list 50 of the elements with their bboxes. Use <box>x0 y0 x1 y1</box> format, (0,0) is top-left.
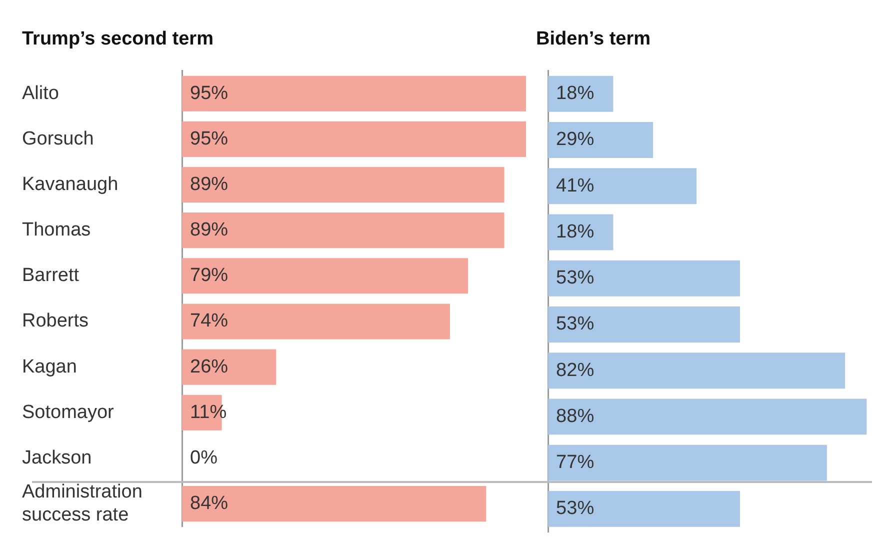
bar <box>182 212 504 248</box>
data-label: 18% <box>556 221 594 242</box>
data-label: 26% <box>190 356 228 378</box>
data-label: 53% <box>556 498 594 520</box>
bar <box>182 304 450 340</box>
data-label: 11% <box>190 402 227 423</box>
y-tick-label: Gorsuch <box>22 128 94 150</box>
bar <box>182 76 526 112</box>
bar <box>548 168 697 204</box>
bar <box>548 306 740 342</box>
data-label: 53% <box>556 314 594 335</box>
y-tick-label: Kagan <box>22 356 77 378</box>
data-label: 74% <box>190 310 228 332</box>
chart-title: Biden’s term <box>536 28 651 50</box>
bar <box>548 122 654 158</box>
data-label: 95% <box>190 128 228 150</box>
data-label: 84% <box>190 493 228 514</box>
bar <box>548 260 740 296</box>
bar <box>548 398 867 435</box>
y-tick-label: Kavanaugh <box>22 174 118 195</box>
y-tick-label: Barrett <box>22 265 80 286</box>
data-label: 29% <box>556 129 594 150</box>
data-label: 41% <box>556 175 594 196</box>
data-label: 88% <box>556 406 594 427</box>
y-tick-label: Roberts <box>22 310 89 332</box>
bar <box>182 121 526 157</box>
bar <box>548 490 740 527</box>
y-tick-label: Sotomayor <box>22 402 115 423</box>
bar <box>182 166 504 203</box>
y-tick-label: Administration success rate <box>22 482 142 526</box>
data-label: 18% <box>556 83 594 104</box>
data-label: 77% <box>556 452 594 474</box>
y-tick-label: Jackson <box>22 447 92 468</box>
data-label: 95% <box>190 82 228 104</box>
bar <box>548 444 827 481</box>
bar <box>182 349 276 385</box>
data-label: 82% <box>556 360 594 381</box>
bar <box>182 258 468 294</box>
data-label: 79% <box>190 265 228 286</box>
data-label: 0% <box>190 447 218 468</box>
y-tick-label: Alito <box>22 82 59 104</box>
bar <box>182 486 486 522</box>
data-label: 89% <box>190 174 228 195</box>
data-label: 89% <box>190 220 228 241</box>
data-label: 53% <box>556 268 594 289</box>
y-tick-label: Thomas <box>22 220 91 241</box>
bar <box>548 214 614 250</box>
bar <box>548 76 614 112</box>
bar <box>548 352 846 389</box>
chart-title: Trump’s second term <box>22 28 214 50</box>
